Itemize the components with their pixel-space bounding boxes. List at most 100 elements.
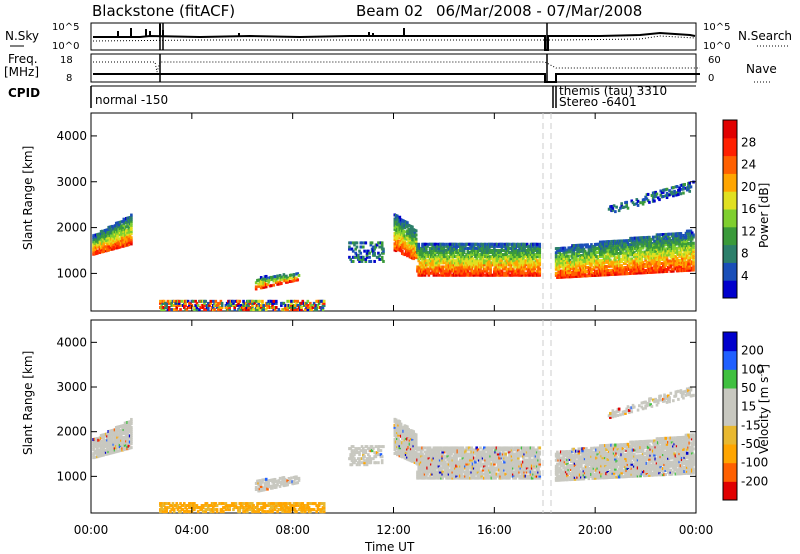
scatter-cell <box>278 273 282 277</box>
scatter-cell <box>176 504 180 508</box>
scatter-cell <box>640 258 644 262</box>
scatter-cell <box>285 504 288 508</box>
scatter-cell <box>272 299 276 303</box>
scatter-cell <box>601 271 605 275</box>
scatter-cell <box>682 233 685 237</box>
scatter-cell <box>495 263 499 267</box>
scatter-cell <box>672 242 675 246</box>
scatter-cell <box>209 510 213 514</box>
scatter-cell <box>491 259 495 263</box>
scatter-cell <box>244 504 248 508</box>
scatter-cell <box>592 267 596 271</box>
scatter-cell <box>602 240 606 244</box>
scatter-cell <box>494 271 497 275</box>
scatter-cell <box>607 273 611 277</box>
scatter-cell <box>583 268 587 272</box>
scatter-cell <box>581 272 584 276</box>
scatter-cell <box>130 223 133 227</box>
scatter-cell <box>643 236 646 240</box>
scatter-cell <box>159 301 162 305</box>
scatter-cell <box>298 303 302 307</box>
scatter-cell <box>477 246 481 250</box>
scatter-cell <box>172 508 176 512</box>
scatter-cell <box>417 242 421 246</box>
scatter-cell <box>557 273 560 277</box>
scatter-cell <box>296 303 300 307</box>
scatter-cell <box>276 483 279 487</box>
scatter-cell <box>455 246 458 250</box>
scatter-cell <box>286 299 289 303</box>
scatter-cell <box>679 234 683 238</box>
scatter-cell <box>406 425 409 429</box>
scatter-cell <box>162 308 166 312</box>
scatter-cell <box>179 502 182 506</box>
scatter-cell <box>480 246 484 250</box>
scatter-cell <box>635 202 639 206</box>
scatter-cell <box>382 251 385 255</box>
scatter-cell <box>114 430 118 434</box>
scatter-cell <box>127 218 131 222</box>
scatter-cell <box>562 259 565 263</box>
scatter-cell <box>619 243 622 247</box>
scatter-cell <box>254 485 258 489</box>
scatter-cell <box>467 263 471 267</box>
scatter-cell <box>448 271 452 275</box>
scatter-cell <box>630 269 634 273</box>
scatter-cell <box>481 265 485 269</box>
scatter-cell <box>290 476 293 480</box>
scatter-cell <box>627 263 631 267</box>
scatter-cell <box>631 249 635 253</box>
scatter-cell <box>596 265 600 269</box>
scatter-cell <box>692 233 695 237</box>
scatter-cell <box>643 198 646 202</box>
scatter-cell <box>116 431 119 435</box>
scatter-cell <box>170 308 174 312</box>
scatter-cell <box>263 502 267 506</box>
scatter-cell <box>488 246 491 250</box>
scatter-cell <box>369 457 373 461</box>
scatter-cell <box>601 259 605 263</box>
scatter-cell <box>370 445 374 449</box>
scatter-cell <box>300 504 303 508</box>
scatter-cell <box>421 259 424 263</box>
scatter-cell <box>262 478 266 482</box>
scatter-cell <box>641 202 645 206</box>
scatter-cell <box>688 181 692 185</box>
scatter-cell <box>654 264 658 268</box>
scatter-cell <box>538 246 542 250</box>
scatter-cell <box>259 276 263 280</box>
scatter-cell <box>349 241 352 245</box>
scatter-cell <box>215 504 219 508</box>
scatter-cell <box>596 251 600 255</box>
scatter-cell <box>425 246 428 250</box>
scatter-cell <box>595 259 598 263</box>
scatter-cell <box>486 265 490 269</box>
scatter-cell <box>179 506 182 510</box>
scatter-cell <box>309 301 312 305</box>
scatter-cell <box>121 242 124 246</box>
scatter-cell <box>193 508 196 512</box>
scatter-cell <box>617 256 621 260</box>
scatter-cell <box>252 299 255 303</box>
scatter-cell <box>590 247 593 251</box>
scatter-cell <box>209 299 213 303</box>
scatter-cell <box>322 506 326 510</box>
scatter-cell <box>113 226 117 230</box>
scatter-cell <box>356 253 360 257</box>
scatter-cell <box>522 269 525 273</box>
scatter-cell <box>288 502 292 506</box>
scatter-cell <box>495 255 499 259</box>
scatter-cell <box>411 225 414 229</box>
scatter-cell <box>635 261 639 265</box>
scatter-cell <box>598 259 602 263</box>
scatter-cell <box>668 240 671 244</box>
scatter-cell <box>249 308 253 312</box>
scatter-cell <box>586 261 589 265</box>
scatter-cell <box>614 260 617 264</box>
scatter-cell <box>130 426 133 430</box>
scatter-cell <box>160 303 163 307</box>
scatter-cell <box>203 303 206 307</box>
scatter-cell <box>217 303 220 307</box>
scatter-cell <box>489 269 492 273</box>
scatter-cell <box>658 235 661 239</box>
